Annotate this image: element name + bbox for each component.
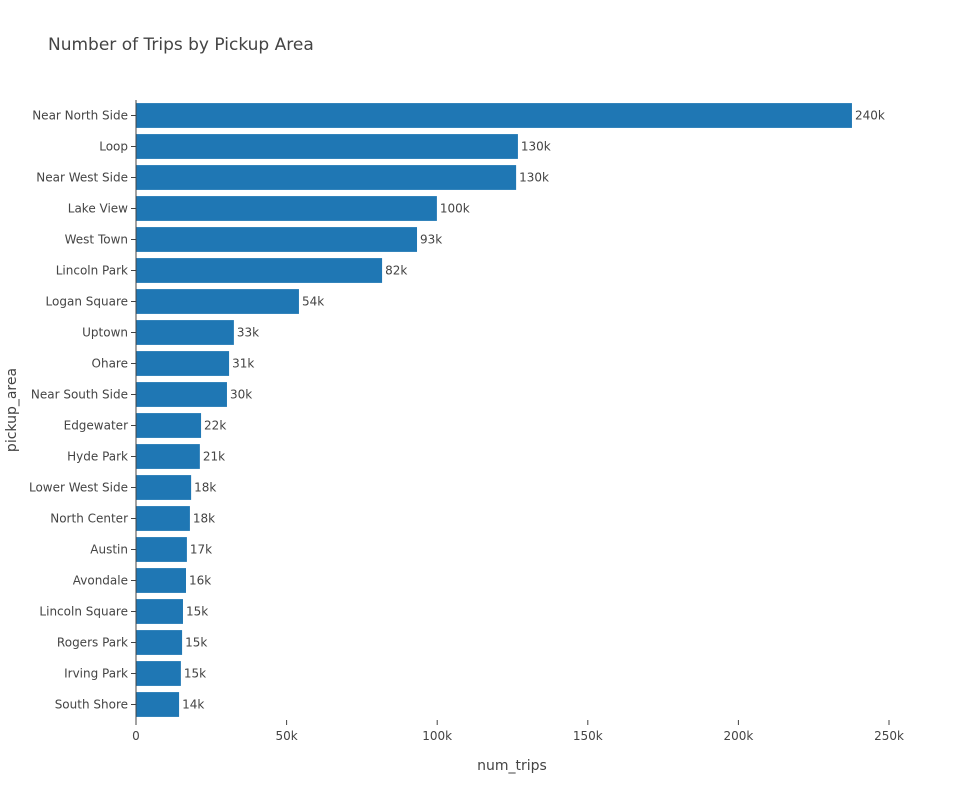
- chart-title: Number of Trips by Pickup Area: [48, 35, 314, 55]
- bar: [136, 134, 518, 159]
- x-tick-label: 250k: [874, 729, 904, 743]
- y-tick-label: Hyde Park: [67, 450, 128, 464]
- bar: [136, 475, 192, 500]
- data-label: 17k: [190, 543, 212, 557]
- data-label: 15k: [185, 636, 207, 650]
- y-tick-label: Uptown: [82, 326, 128, 340]
- data-label: 18k: [193, 512, 215, 526]
- bar: [136, 351, 230, 376]
- bar: [136, 165, 517, 190]
- y-tick-label: Near West Side: [36, 171, 128, 185]
- y-tick-label: Edgewater: [64, 419, 128, 433]
- y-tick-label: Ohare: [92, 357, 128, 371]
- y-tick-label: Near South Side: [31, 388, 128, 402]
- x-tick-label: 0: [132, 729, 140, 743]
- data-label: 82k: [385, 264, 407, 278]
- data-label: 54k: [302, 295, 324, 309]
- y-tick-label: North Center: [50, 512, 128, 526]
- y-tick-label: Near North Side: [32, 109, 128, 123]
- data-label: 15k: [184, 667, 206, 681]
- data-label: 18k: [194, 481, 216, 495]
- y-tick-label: Lincoln Park: [56, 264, 128, 278]
- bar: [136, 599, 183, 624]
- bar: [136, 258, 383, 283]
- x-axis-label: num_trips: [477, 758, 547, 774]
- x-tick-label: 200k: [723, 729, 753, 743]
- bar: [136, 506, 190, 531]
- y-tick-label: Rogers Park: [57, 636, 128, 650]
- data-label: 22k: [204, 419, 226, 433]
- bars-group: 240k 130k 130k 100k 93k 82k 54k 33k 31k 30k 22k 21k…: [136, 103, 885, 717]
- bar: [136, 692, 180, 717]
- bar: [136, 289, 299, 314]
- bar: [136, 444, 200, 469]
- bar: [136, 382, 227, 407]
- y-tick-label: Loop: [99, 140, 128, 154]
- bar: [136, 227, 418, 252]
- x-tick-label: 50k: [275, 729, 297, 743]
- bar: [136, 196, 437, 221]
- bar: [136, 320, 234, 345]
- bar: [136, 630, 183, 655]
- y-axis: Near North Side Loop Near West Side Lake Vi…: [29, 100, 137, 720]
- bar: [136, 413, 202, 438]
- data-label: 240k: [855, 109, 885, 123]
- y-tick-label: Austin: [90, 543, 128, 557]
- data-label: 31k: [232, 357, 254, 371]
- y-tick-label: Avondale: [73, 574, 128, 588]
- y-tick-label: Irving Park: [64, 667, 128, 681]
- data-label: 30k: [230, 388, 252, 402]
- bar: [136, 103, 852, 128]
- data-label: 21k: [203, 450, 225, 464]
- y-tick-label: Lower West Side: [29, 481, 128, 495]
- data-label: 130k: [519, 171, 549, 185]
- data-label: 16k: [189, 574, 211, 588]
- bar: [136, 568, 186, 593]
- x-tick-label: 150k: [573, 729, 603, 743]
- y-tick-label: South Shore: [55, 698, 128, 712]
- bar: [136, 537, 187, 562]
- data-label: 93k: [420, 233, 442, 247]
- y-tick-label: Lake View: [68, 202, 128, 216]
- y-tick-label: West Town: [65, 233, 128, 247]
- y-tick-label: Lincoln Square: [39, 605, 128, 619]
- data-label: 33k: [237, 326, 259, 340]
- data-label: 14k: [182, 698, 204, 712]
- data-label: 130k: [521, 140, 551, 154]
- y-axis-label: pickup_area: [4, 368, 20, 452]
- x-tick-label: 100k: [422, 729, 452, 743]
- y-tick-label: Logan Square: [46, 295, 128, 309]
- x-axis: 0 50k 100k 150k 200k 250k: [132, 720, 904, 743]
- data-label: 15k: [186, 605, 208, 619]
- data-label: 100k: [440, 202, 470, 216]
- bar: [136, 661, 181, 686]
